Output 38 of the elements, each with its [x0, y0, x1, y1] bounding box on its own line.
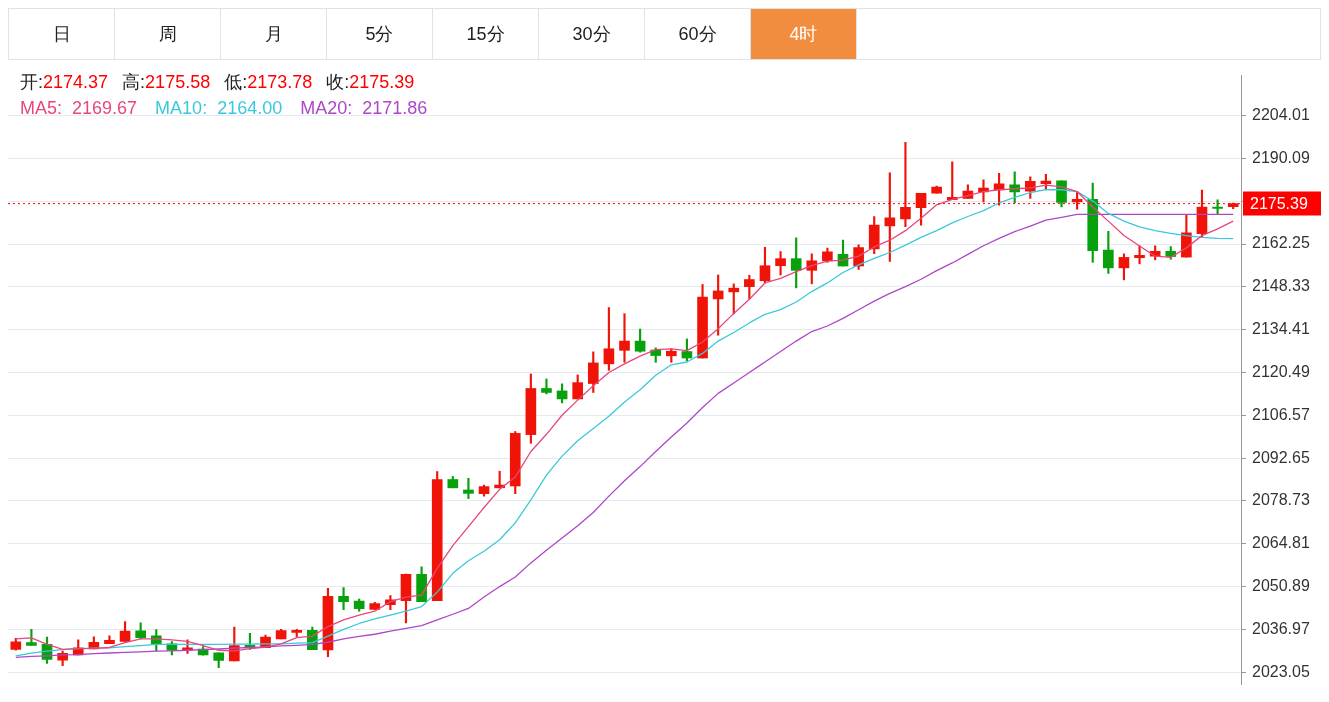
text: 30分 [539, 9, 645, 59]
y-tick-label: 2190.09 [1252, 148, 1310, 166]
annotation: 开: [20, 72, 44, 92]
annotation: 2169.67 [72, 98, 138, 118]
y-tick-label: 2078.73 [1252, 491, 1310, 509]
text: 5分 [327, 9, 433, 59]
y-tick-label: 2148.33 [1252, 277, 1310, 295]
y-tick-label: 2023.05 [1252, 662, 1310, 680]
y-tick-label: 2134.41 [1252, 320, 1310, 338]
y-tick-label: 2050.89 [1252, 577, 1310, 595]
y-tick-label: 2064.81 [1252, 534, 1310, 552]
annotation: 高: [122, 72, 146, 92]
y-tick-label: 2092.65 [1252, 448, 1310, 466]
text: MA20: [300, 98, 353, 118]
text: 4时 [751, 9, 857, 59]
annotation: 2164.00 [217, 98, 283, 118]
annotation: 2175.58 [145, 72, 211, 92]
text: MA5: [20, 98, 63, 118]
text: 周 [115, 9, 221, 59]
annotation: 2173.78 [247, 72, 313, 92]
y-tick-label: 2106.57 [1252, 405, 1310, 423]
y-tick-label: 2204.01 [1252, 105, 1310, 123]
annotation: 2174.37 [43, 72, 109, 92]
candlestick [291, 629, 303, 638]
candlestick [213, 652, 225, 669]
annotation: 收: [326, 72, 350, 92]
annotation: 2175.39 [349, 72, 415, 92]
annotation: 低: [224, 72, 248, 92]
annotation: 2171.86 [362, 98, 428, 118]
text: 60分 [645, 9, 751, 59]
y-tick-label: 2162.25 [1252, 234, 1310, 252]
ref-line-label: 2175.39 [1250, 195, 1308, 213]
text: 15分 [433, 9, 539, 59]
text: MA10: [155, 98, 208, 118]
text: 日 [9, 9, 115, 59]
text: 月 [221, 9, 327, 59]
y-tick-label: 2120.49 [1252, 362, 1310, 380]
y-tick-label: 2036.97 [1252, 619, 1310, 637]
